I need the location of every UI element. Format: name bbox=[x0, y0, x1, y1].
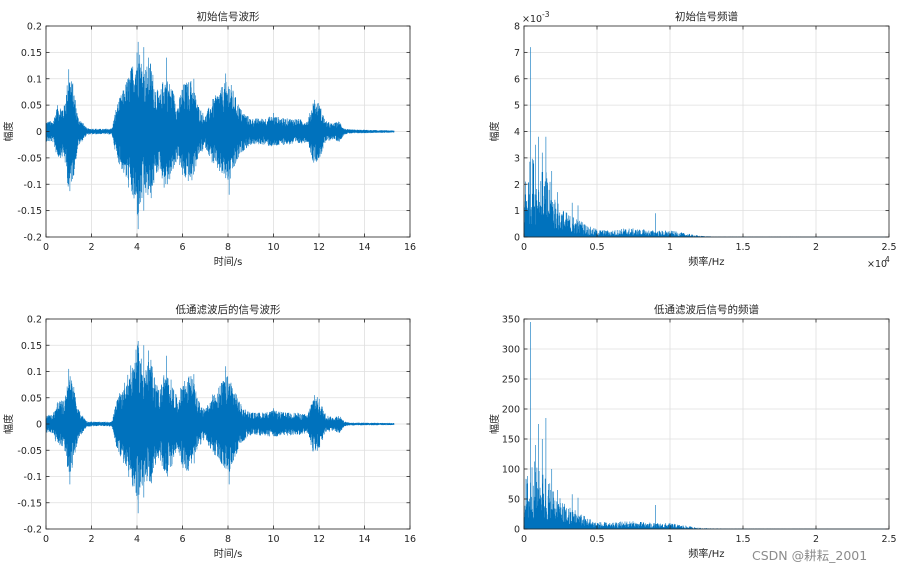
y-tick-label: -0.2 bbox=[23, 233, 42, 244]
x-tick-label: 14 bbox=[358, 242, 370, 253]
y-exponent-power: -3 bbox=[542, 10, 550, 19]
y-tick-label: 0.1 bbox=[27, 367, 42, 378]
y-tick-label: 100 bbox=[502, 465, 520, 476]
y-axis-label: 幅度 bbox=[2, 414, 15, 434]
y-tick-label: -0.2 bbox=[23, 525, 42, 536]
y-tick-label: 0.2 bbox=[27, 22, 42, 33]
y-tick-label: -0.05 bbox=[17, 446, 42, 457]
y-tick-label: -0.15 bbox=[17, 498, 42, 509]
y-tick-label: 0.05 bbox=[21, 101, 42, 112]
y-tick-label: 50 bbox=[508, 495, 520, 506]
x-tick-label: 0 bbox=[521, 242, 527, 253]
x-axis-label: 时间/s bbox=[214, 255, 243, 268]
x-tick-label: 2.5 bbox=[881, 242, 896, 253]
x-tick-label: 4 bbox=[134, 534, 140, 545]
waveform-filtered-panel: 0 2 4 6 8 10 12 14 16 -0.2 -0.15 -0.1 -0.05 0 0.05 0.1 0… bbox=[2, 303, 416, 560]
y-tick-label: 0 bbox=[514, 233, 520, 244]
y-tick-label: 150 bbox=[502, 435, 520, 446]
x-tick-label: 4 bbox=[134, 242, 140, 253]
x-axis-label: 频率/Hz bbox=[688, 547, 724, 560]
x-tick-label: 12 bbox=[313, 242, 325, 253]
x-tick-label: 0.5 bbox=[589, 534, 604, 545]
y-tick-label: 200 bbox=[502, 405, 520, 416]
x-tick-label: 10 bbox=[267, 534, 279, 545]
y-tick-label: 3 bbox=[514, 153, 520, 164]
x-tick-label: 1.5 bbox=[735, 534, 750, 545]
y-tick-label: 4 bbox=[514, 127, 520, 138]
y-axis-label: 幅度 bbox=[488, 122, 501, 142]
y-tick-label: 250 bbox=[502, 375, 520, 386]
y-tick-label: 6 bbox=[514, 74, 520, 85]
x-tick-label: 1 bbox=[667, 534, 673, 545]
x-tick-label: 2 bbox=[88, 534, 94, 545]
x-tick-label: 6 bbox=[179, 534, 185, 545]
x-tick-label: 0 bbox=[43, 534, 49, 545]
x-tick-label: 14 bbox=[358, 534, 370, 545]
x-exponent-power: 4 bbox=[885, 255, 890, 264]
y-axis-label: 幅度 bbox=[488, 414, 501, 434]
plot-area bbox=[524, 319, 889, 529]
chart-title: 初始信号频谱 bbox=[675, 10, 738, 23]
axes-box bbox=[523, 318, 890, 530]
y-tick-label: -0.1 bbox=[23, 180, 42, 191]
x-tick-label: 6 bbox=[179, 242, 185, 253]
waveform-original-panel: 0 2 4 6 8 10 12 14 16 -0.2 -0.15 -0.1 -0.05 0 0.05 0.1 0… bbox=[2, 10, 416, 268]
y-tick-label: 5 bbox=[514, 101, 520, 112]
y-tick-label: 0 bbox=[36, 420, 42, 431]
y-axis-label: 幅度 bbox=[2, 122, 15, 142]
x-tick-label: 2 bbox=[813, 534, 819, 545]
y-tick-label: 0 bbox=[514, 525, 520, 536]
y-tick-label: 0.1 bbox=[27, 74, 42, 85]
x-tick-label: 2 bbox=[88, 242, 94, 253]
y-tick-label: 0.05 bbox=[21, 393, 42, 404]
x-tick-label: 16 bbox=[404, 242, 416, 253]
y-tick-label: 0 bbox=[36, 127, 42, 138]
x-tick-label: 12 bbox=[313, 534, 325, 545]
chart-title: 低通滤波后的信号波形 bbox=[176, 303, 281, 316]
x-tick-label: 10 bbox=[267, 242, 279, 253]
x-tick-label: 0.5 bbox=[589, 242, 604, 253]
y-tick-label: -0.05 bbox=[17, 153, 42, 164]
y-tick-label: 300 bbox=[502, 345, 520, 356]
y-tick-label: -0.1 bbox=[23, 472, 42, 483]
y-tick-label: 7 bbox=[514, 48, 520, 59]
y-exponent-label: ×10 bbox=[522, 14, 542, 25]
chart-title: 低通滤波后信号的频谱 bbox=[654, 303, 759, 316]
x-axis-label: 频率/Hz bbox=[688, 255, 724, 268]
x-tick-label: 0 bbox=[43, 242, 49, 253]
x-tick-label: 16 bbox=[404, 534, 416, 545]
y-tick-label: 0.15 bbox=[21, 341, 42, 352]
y-tick-label: -0.15 bbox=[17, 206, 42, 217]
x-axis-label: 时间/s bbox=[214, 547, 243, 560]
chart-title: 初始信号波形 bbox=[197, 10, 260, 23]
x-tick-label: 1.5 bbox=[735, 242, 750, 253]
y-tick-label: 0.2 bbox=[27, 315, 42, 326]
watermark-text: CSDN @耕耘_2001 bbox=[752, 548, 867, 563]
y-tick-label: 1 bbox=[514, 206, 520, 217]
spectrum-filtered-panel: 0 0.5 1 1.5 2 2.5 0 50 100 150 200 250 300 350 低通滤波后信号… bbox=[488, 303, 897, 560]
x-tick-label: 2.5 bbox=[881, 534, 896, 545]
y-tick-label: 2 bbox=[514, 180, 520, 191]
x-tick-label: 1 bbox=[667, 242, 673, 253]
x-tick-label: 8 bbox=[225, 242, 231, 253]
x-tick-label: 8 bbox=[225, 534, 231, 545]
x-exponent-label: ×10 bbox=[867, 259, 887, 270]
x-tick-label: 2 bbox=[813, 242, 819, 253]
y-tick-label: 350 bbox=[502, 315, 520, 326]
y-tick-label: 0.15 bbox=[21, 48, 42, 59]
y-tick-label: 8 bbox=[514, 22, 520, 33]
x-tick-label: 0 bbox=[521, 534, 527, 545]
